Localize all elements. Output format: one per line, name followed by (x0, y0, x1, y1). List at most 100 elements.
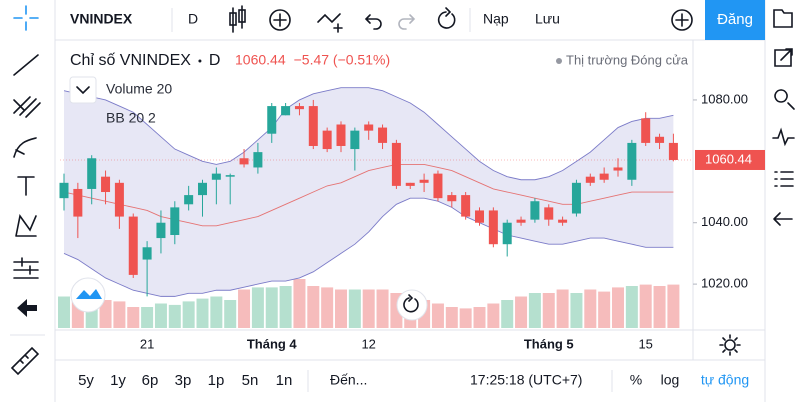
list-icon[interactable] (774, 171, 794, 187)
bb-upper (63, 87, 674, 181)
reset-icon[interactable] (437, 7, 456, 29)
publish-button[interactable] (705, 0, 765, 40)
volume-bar (570, 293, 583, 328)
candle-body (558, 219, 568, 223)
volume-bar (501, 300, 514, 328)
quote-change: −5.47 (−0.51%) (294, 52, 391, 68)
range-button[interactable]: 1p (208, 372, 225, 389)
range-button[interactable]: 1n (276, 372, 293, 389)
candle-body (336, 124, 346, 146)
volume-bar (307, 286, 320, 328)
volume-bar (625, 286, 638, 328)
range-button[interactable]: 5n (242, 372, 259, 389)
candle-body (447, 195, 457, 202)
pattern-icon[interactable] (15, 214, 37, 237)
volume-bar (542, 293, 555, 328)
range-button[interactable]: 5y (78, 372, 94, 389)
volume-bar (168, 304, 181, 328)
volume-bar (127, 307, 140, 328)
candle-body (488, 210, 498, 245)
candle-body (239, 158, 249, 165)
back-icon[interactable] (773, 212, 793, 226)
redo-icon[interactable] (398, 14, 416, 30)
candle-body (294, 106, 304, 110)
volume-bar (515, 296, 528, 328)
clock: 17:25:18 (UTC+7) (470, 372, 582, 388)
candle-body (225, 175, 235, 177)
compare-icon[interactable] (317, 13, 343, 33)
fib-icon[interactable] (13, 96, 41, 118)
indicator-legend: Volume 20 (106, 81, 172, 97)
candle-body (322, 130, 332, 150)
volume-bar (598, 291, 611, 328)
indicator-icon[interactable] (269, 9, 291, 31)
popout-icon[interactable] (774, 48, 793, 67)
quote-price: 1060.44 (235, 52, 286, 68)
chevron-icon[interactable] (76, 86, 90, 95)
auto-toggle[interactable]: tự động (701, 372, 749, 388)
save-button[interactable]: Lưu (535, 11, 560, 27)
volume-bar (58, 296, 70, 328)
candle-body (156, 222, 166, 239)
log-toggle[interactable]: log (661, 372, 680, 388)
volume-bar (196, 298, 209, 328)
volume-bar (362, 289, 375, 328)
volume-bar (113, 301, 126, 328)
chart-type-icon[interactable] (229, 5, 246, 33)
candle-body (655, 136, 665, 143)
goto-button[interactable]: Đến... (330, 372, 367, 388)
volume-bar (445, 307, 458, 328)
text-icon[interactable] (17, 176, 35, 196)
symbol[interactable]: VNINDEX (70, 11, 133, 27)
bb-fill (64, 87, 674, 297)
undo-icon[interactable] (364, 14, 382, 30)
volume-bar (431, 303, 444, 328)
pulse-icon[interactable] (772, 127, 795, 147)
publish-label[interactable]: Đăng (717, 11, 753, 28)
legend-toggle[interactable] (69, 76, 97, 104)
candle-body (599, 173, 609, 180)
brush-icon[interactable] (13, 137, 37, 158)
volume-bar (224, 300, 237, 328)
market-status: Thị trường Đóng cửa (566, 52, 689, 67)
candle-body (516, 219, 526, 223)
settings-icon[interactable] (719, 334, 741, 356)
candle-body (378, 127, 388, 143)
watchlist-icon[interactable] (773, 9, 793, 28)
measure-icon[interactable] (13, 257, 39, 279)
volume-bar (639, 284, 652, 328)
candle-body (391, 142, 401, 186)
crosshair-icon[interactable] (13, 5, 39, 31)
range-button[interactable]: 1y (110, 372, 126, 389)
load-button[interactable]: Nạp (483, 11, 509, 27)
volume-bar (612, 287, 624, 328)
reset-view-icon[interactable] (403, 294, 419, 313)
volume-bar (251, 287, 264, 328)
percent-toggle[interactable]: % (630, 372, 642, 388)
volume-bar (141, 307, 154, 328)
interval[interactable]: D (188, 11, 198, 27)
separator-dot (198, 59, 202, 63)
chart-interval: D (209, 52, 221, 69)
reset-view-button[interactable] (396, 289, 428, 321)
volume-bar (182, 301, 195, 328)
volume-bar (99, 300, 112, 328)
volume-bar (210, 296, 223, 328)
range-button[interactable]: 3p (175, 372, 192, 389)
volume-bar (279, 286, 292, 328)
hide-icon[interactable] (17, 299, 37, 317)
add-icon[interactable] (671, 9, 693, 31)
range-button[interactable]: 6p (142, 372, 159, 389)
volume-bar (556, 289, 569, 328)
bb-lower (63, 197, 674, 297)
search-icon[interactable] (774, 89, 795, 110)
x-tick-label: 15 (638, 336, 652, 351)
ruler-icon[interactable] (10, 346, 40, 376)
candle-body (59, 182, 69, 199)
volume-bar (376, 289, 389, 328)
volume-bar (459, 308, 472, 328)
volume-bar (348, 289, 361, 328)
x-tick-label: Tháng 4 (247, 336, 298, 351)
trendline-icon[interactable] (13, 54, 39, 76)
status-dot (556, 58, 562, 64)
